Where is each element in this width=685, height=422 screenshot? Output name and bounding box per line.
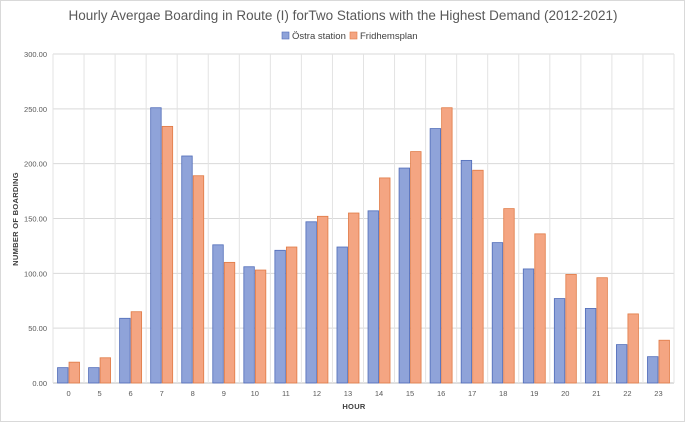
x-tick-label: 22: [623, 389, 631, 398]
y-axis-ticks: 0.00 50.00 100.00 150.00 200.00 250.00 300.00: [24, 50, 47, 388]
y-tick-label: 300.00: [24, 50, 47, 59]
x-tick-label: 12: [313, 389, 321, 398]
bar-fridhemsplan: [130, 311, 143, 384]
bar-ostra-station: [429, 128, 442, 384]
y-tick-label: 50.00: [28, 324, 47, 333]
bar-fridhemsplan: [285, 246, 298, 384]
bar-ostra-station: [367, 210, 379, 384]
legend-label: Fridhemsplan: [360, 31, 418, 42]
bar-ostra-station: [274, 249, 286, 384]
x-tick-label: 16: [437, 389, 445, 398]
x-tick-label: 18: [499, 389, 507, 398]
y-tick-label: 200.00: [24, 160, 47, 169]
x-tick-label: 15: [406, 389, 414, 398]
x-tick-label: 10: [251, 389, 259, 398]
bar-ostra-station: [181, 155, 193, 384]
y-tick-label: 150.00: [24, 215, 47, 224]
bar-fridhemsplan: [223, 261, 236, 384]
bar-ostra-station: [88, 367, 100, 384]
bar-ostra-station: [57, 367, 69, 384]
bar-fridhemsplan: [379, 177, 391, 384]
bar-fridhemsplan: [68, 361, 80, 384]
bar-ostra-station: [336, 246, 348, 384]
x-tick-label: 14: [375, 389, 383, 398]
y-tick-label: 250.00: [24, 105, 47, 114]
bar-ostra-station: [647, 356, 659, 384]
x-tick-label: 0: [66, 389, 70, 398]
bar-ostra-station: [522, 268, 535, 384]
x-tick-label: 17: [468, 389, 476, 398]
gridlines: [52, 53, 675, 384]
bar-fridhemsplan: [658, 339, 670, 384]
bar-ostra-station: [150, 107, 162, 384]
bar-ostra-station: [398, 167, 410, 384]
bar-fridhemsplan: [441, 107, 453, 384]
bar-ostra-station: [616, 344, 628, 384]
y-tick-label: 100.00: [24, 269, 47, 278]
bar-fridhemsplan: [565, 274, 577, 384]
bar-fridhemsplan: [192, 175, 205, 384]
bar-fridhemsplan: [596, 277, 608, 384]
bar-ostra-station: [460, 159, 473, 384]
x-tick-label: 8: [191, 389, 195, 398]
bar-fridhemsplan: [161, 125, 174, 384]
bar-fridhemsplan: [317, 215, 329, 384]
x-tick-label: 9: [222, 389, 226, 398]
y-tick-label: 0.00: [32, 379, 47, 388]
bar-fridhemsplan: [472, 169, 484, 384]
x-axis-label: HOUR: [342, 402, 366, 411]
bar-fridhemsplan: [534, 233, 546, 384]
x-tick-label: 5: [97, 389, 101, 398]
legend-label: Östra station: [292, 31, 346, 42]
x-tick-label: 23: [654, 389, 662, 398]
bar-ostra-station: [584, 308, 597, 384]
bar-fridhemsplan: [99, 357, 111, 384]
x-tick-label: 21: [592, 389, 600, 398]
legend: Östra station Fridhemsplan: [281, 31, 418, 42]
chart-title: Hourly Avergae Boarding in Route (I) for…: [68, 8, 617, 23]
legend-swatch: [281, 31, 290, 40]
x-tick-label: 20: [561, 389, 569, 398]
bar-ostra-station: [305, 221, 317, 384]
x-tick-label: 11: [282, 389, 290, 398]
y-axis-label: NUMBER OF BOARDING: [11, 172, 20, 266]
bar-ostra-station: [553, 298, 566, 384]
x-tick-label: 7: [160, 389, 164, 398]
bar-fridhemsplan: [503, 208, 515, 384]
bars: [57, 107, 670, 384]
x-tick-label: 13: [344, 389, 352, 398]
bar-fridhemsplan: [627, 313, 639, 384]
bar-fridhemsplan: [348, 212, 360, 384]
x-tick-label: 19: [530, 389, 538, 398]
bar-fridhemsplan: [410, 151, 422, 384]
bar-fridhemsplan: [254, 269, 267, 384]
bar-ostra-station: [119, 317, 131, 384]
bar-ostra-station: [212, 244, 224, 384]
bar-ostra-station: [491, 242, 504, 384]
x-tick-label: 6: [129, 389, 133, 398]
x-axis-ticks: 0 5 6 7 8 9 10 11 12 13 14 15 16 17 18 19 20 21 22 23: [66, 389, 662, 398]
legend-swatch: [349, 31, 358, 40]
bar-ostra-station: [243, 266, 255, 384]
